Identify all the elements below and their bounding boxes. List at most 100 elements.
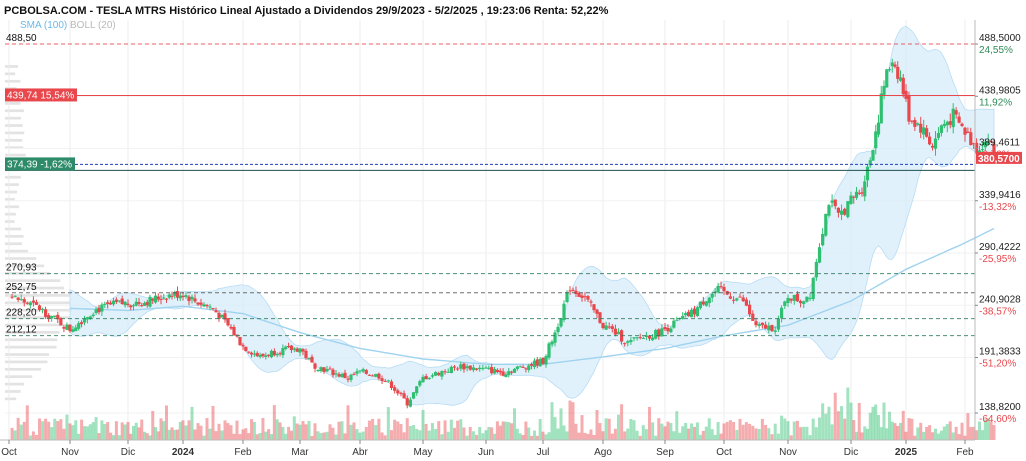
volume-bar [735,429,739,440]
volume-bar [103,424,107,440]
volume-bar [402,432,406,440]
volume-bar [424,423,428,440]
volume-bar [487,427,491,440]
level-label: 270,93 [6,263,37,274]
candle [340,372,344,378]
volume-bar [325,431,329,440]
volume-profile-bar [5,382,25,386]
candle-body [313,363,317,369]
candle [131,303,136,311]
volume-bar [846,387,850,440]
candle [839,204,844,221]
indicator-boll-label[interactable]: BOLL (20) [70,20,116,31]
candle [50,315,54,322]
volume-bar [586,433,590,440]
candle [805,296,809,303]
candle-body [541,357,545,364]
candle [331,367,335,378]
volume-profile-bar [5,345,57,349]
candle-body [635,337,639,339]
volume-bar [957,434,961,440]
candle-body [214,310,218,313]
candle-body [904,90,908,99]
candle-body [272,350,276,356]
candle-body [456,368,460,370]
candle-body [120,298,124,304]
candle [518,365,522,368]
candle-body [675,319,679,321]
candle-body [527,365,531,371]
candle-body [556,326,560,333]
candle [586,295,590,302]
candle-body [786,297,790,304]
candle-body [977,150,982,153]
volume-profile-bar [5,153,26,157]
candle-body [334,373,338,375]
volume-profile-bar [5,249,28,253]
candle [556,323,560,335]
candle [710,292,714,303]
candle [910,120,914,124]
y-tick-label: 240,9028 [979,294,1021,305]
candle-body [882,85,886,95]
candle [760,322,764,329]
volume-bar [484,430,488,440]
candle-body [728,296,732,299]
indicator-sma-label[interactable]: SMA (100) [20,20,67,31]
volume-profile-bar [5,257,37,260]
candle [292,347,296,353]
volume-bar [322,432,326,440]
candle [789,298,793,304]
volume-bar [559,408,563,440]
candle [343,369,347,379]
x-tick-label: Oct [716,447,732,458]
candle [728,292,732,300]
candle [167,293,171,300]
volume-profile-bar [5,227,22,231]
candle-body [85,317,89,320]
candle [830,194,834,208]
candle [610,323,614,333]
volume-bar [738,418,742,440]
candle-body [773,330,777,332]
candle-body [879,93,883,124]
volume-bar [969,427,973,440]
candle-body [770,325,774,332]
volume-bar [770,434,774,440]
candle-body [580,295,584,298]
candle-body [340,373,344,378]
candle [698,301,702,310]
volume-bar [267,429,271,440]
candle-body [945,121,949,126]
volume-bar [88,424,92,440]
candle-body [289,345,294,351]
candle-body [885,69,889,88]
candle-body [137,302,141,304]
candle-body [833,199,837,207]
volume-bar [626,428,630,440]
candle-body [939,125,943,134]
candle [316,369,320,373]
candle [732,296,736,304]
candle [913,117,917,131]
candle [247,351,251,354]
candle-body [764,324,768,329]
candle [380,375,384,385]
candle [374,373,378,378]
volume-bar [114,421,118,440]
candle-body [654,330,658,339]
candle-body [244,346,248,352]
candle [808,293,812,301]
candle-body [114,299,118,302]
candle [773,326,777,335]
volume-bar [337,421,341,440]
candle-body [22,299,26,303]
candle-body [34,302,39,305]
volume-bar [675,411,679,440]
volume-bar [196,423,200,440]
candle-body [616,331,621,335]
candle [440,370,444,380]
candle [226,318,230,327]
volume-bar [53,418,57,440]
candle [559,317,563,328]
